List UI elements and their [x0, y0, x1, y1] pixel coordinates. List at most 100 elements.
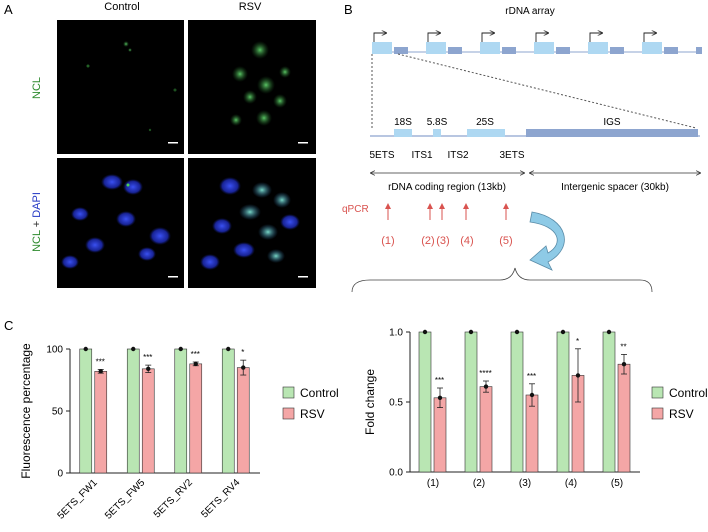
significance-label: *** — [143, 353, 152, 362]
bar-rsv — [94, 371, 108, 474]
bar-control — [464, 331, 478, 473]
x-tick-label: (1) — [427, 478, 439, 489]
data-point — [241, 365, 246, 370]
data-point — [606, 329, 612, 335]
x-tick-label: 5ETS_FW1 — [56, 477, 101, 522]
bar-control — [79, 348, 93, 474]
promoter-arrow-icon — [373, 33, 386, 42]
x-tick-label: (5) — [611, 478, 623, 489]
significance-label: *** — [527, 372, 536, 381]
panel-label-b: B — [344, 2, 353, 17]
qpcr-label: qPCR — [342, 204, 369, 215]
array-spacer-unit — [556, 47, 570, 54]
x-tick-label: 5ETS_RV2 — [152, 477, 195, 520]
col-header-control: Control — [104, 1, 139, 13]
bar-control — [556, 331, 570, 473]
array-coding-unit — [588, 42, 608, 54]
panel-label-a: A — [4, 2, 13, 17]
bar-rsv — [236, 367, 250, 474]
array-spacer-unit — [448, 47, 462, 54]
coding-region-label: rDNA coding region (13kb) — [388, 182, 506, 193]
data-point — [483, 384, 489, 389]
array-coding-unit — [480, 42, 500, 54]
promoter-arrow-icon — [535, 33, 548, 42]
array-spacer-unit — [696, 47, 702, 54]
bar-control — [602, 331, 616, 473]
data-point — [193, 361, 198, 367]
x-tick-label: (2) — [473, 478, 485, 489]
col-header-rsv: RSV — [239, 1, 262, 13]
bar-rsv — [433, 397, 447, 473]
legend-swatch-rsv — [651, 407, 664, 420]
promoter-arrow-icon — [589, 33, 602, 42]
bar-control — [221, 348, 235, 474]
label-5ets: 5ETS — [369, 150, 394, 161]
significance-label: * — [241, 348, 244, 357]
data-point — [621, 362, 627, 367]
brace — [351, 267, 653, 293]
legend-swatch-control — [282, 386, 295, 399]
bar-rsv — [617, 363, 631, 473]
data-point — [514, 329, 520, 335]
y-tick-label: 50 — [52, 407, 64, 418]
y-axis-label: Fluorescence percentage — [19, 343, 33, 479]
array-spacer-unit — [664, 47, 678, 54]
segment-5-8s — [433, 129, 441, 137]
x-tick-label: (3) — [519, 478, 531, 489]
significance-label: *** — [96, 357, 105, 366]
array-spacer-unit — [502, 47, 516, 54]
row-label-ncl: NCL — [31, 77, 43, 99]
data-point — [83, 346, 88, 352]
bar-control — [126, 348, 140, 474]
significance-label: ** — [620, 342, 626, 351]
bar-control — [418, 331, 432, 473]
label-25s: 25S — [476, 117, 494, 128]
legend-label-control: Control — [669, 386, 708, 400]
data-point — [178, 346, 183, 352]
micrograph-merge-rsv — [188, 158, 316, 288]
y-tick-label: 0 — [57, 469, 63, 480]
legend-label-rsv: RSV — [300, 407, 325, 421]
qpcr-site-1: (1) — [381, 235, 394, 247]
significance-label: **** — [479, 369, 491, 378]
bar-rsv — [189, 363, 203, 474]
x-tick-label: 5ETS_RV4 — [199, 477, 242, 520]
label-its1: ITS1 — [411, 150, 433, 161]
rdna-gene-map — [370, 129, 700, 137]
chart-fluorescence: 0 50 100 Fluorescence percentage *** 5ETS_FW1… — [19, 343, 339, 522]
x-tick-label: (4) — [565, 478, 577, 489]
y-tick-label: 0.0 — [389, 468, 403, 479]
array-coding-unit — [426, 42, 446, 54]
micrograph-ncl-rsv — [188, 20, 316, 154]
array-spacer-unit — [394, 47, 408, 54]
data-point — [437, 395, 443, 400]
rdna-array-title: rDNA array — [505, 6, 554, 17]
label-18s: 18S — [394, 117, 412, 128]
bar-control — [510, 331, 524, 473]
data-point — [575, 373, 581, 378]
qpcr-site-3: (3) — [436, 235, 449, 247]
array-coding-unit — [372, 42, 392, 54]
y-tick-label: 1.0 — [389, 328, 403, 339]
y-tick-label: 0.5 — [389, 398, 403, 409]
y-axis-label: Fold change — [363, 369, 377, 435]
data-point — [529, 392, 535, 398]
y-tick-label: 100 — [46, 345, 63, 356]
significance-label: *** — [191, 350, 200, 359]
data-point — [146, 366, 151, 372]
legend-label-rsv: RSV — [669, 407, 694, 421]
curved-arrow-icon — [529, 211, 565, 271]
row-label-merge: NCL + DAPI — [31, 192, 43, 252]
data-point — [468, 329, 474, 335]
array-spacer-unit — [610, 47, 624, 54]
segment-25s — [467, 129, 505, 137]
qpcr-site-2: (2) — [421, 235, 434, 247]
label-its2: ITS2 — [447, 150, 469, 161]
micrograph-merge-control — [57, 158, 184, 288]
qpcr-site-4: (4) — [460, 235, 473, 247]
label-5-8s: 5.8S — [427, 117, 448, 128]
qpcr-site-5: (5) — [499, 235, 512, 247]
label-igs: IGS — [603, 117, 621, 128]
